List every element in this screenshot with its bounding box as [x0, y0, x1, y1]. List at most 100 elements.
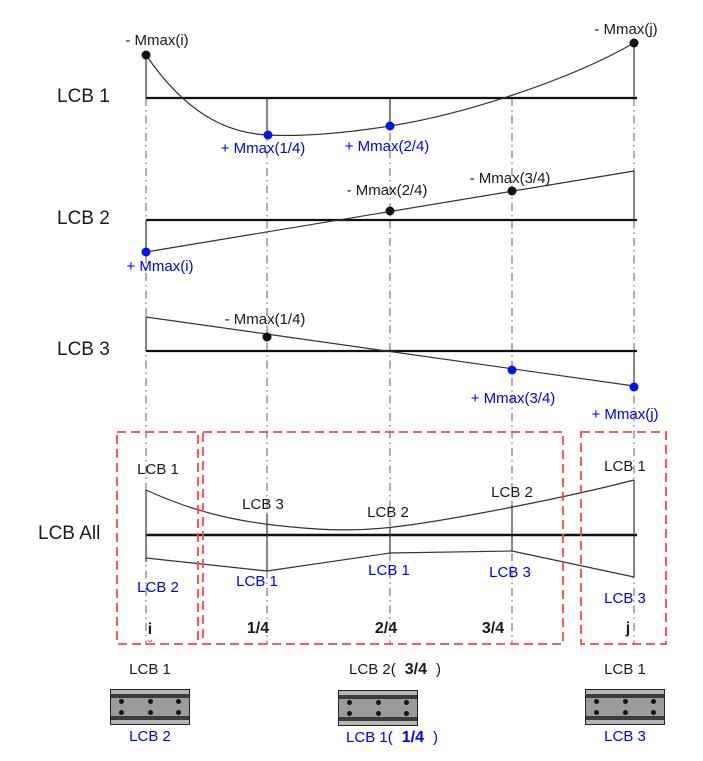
section-i-bottom-label: LCB 2 [129, 728, 171, 745]
top-rebar-row [111, 699, 189, 704]
row-label-lcb-all: LCB All [38, 523, 101, 544]
point-pos-mmax-quarter [263, 130, 273, 140]
negative-moment-points [141, 38, 639, 342]
envelope-top-curve [145, 479, 635, 531]
top-flange-band [111, 694, 189, 698]
rebar-dot [651, 699, 656, 704]
top-flange-band [339, 695, 417, 699]
annotation-neg-mmax-half: - Mmax(2/4) [346, 182, 428, 199]
lcb1-diagram [145, 42, 635, 137]
envelope-top-label-j: LCB 1 [604, 458, 646, 475]
lcb3-diagram [145, 316, 635, 387]
concrete-cover [111, 720, 189, 724]
rebar-dot [375, 711, 381, 716]
point-pos-mmax-half [385, 121, 395, 131]
position-label-i: i [147, 621, 153, 638]
envelope-bottom-label-half: LCB 1 [368, 562, 410, 579]
annotation-pos-mmax-quarter: + Mmax(1/4) [220, 140, 306, 157]
position-label-quarter: 1/4 [246, 620, 270, 637]
row-label-lcb2: LCB 2 [57, 208, 110, 229]
section-mid-top-label: LCB 2(3/4) [349, 661, 441, 679]
point-pos-mmax-j [629, 382, 639, 392]
rebar-dot [375, 700, 381, 705]
point-pos-mmax-i [141, 247, 151, 257]
concrete-cover [339, 691, 417, 695]
rebar-dot [622, 699, 628, 704]
beam-cross-section-j [585, 689, 665, 725]
point-neg-mmax-i [141, 50, 151, 60]
rebar-dot [119, 710, 124, 715]
envelope-top-label-i: LCB 1 [137, 461, 179, 478]
bottom-flange-band [339, 717, 417, 721]
point-neg-mmax-quarter [262, 332, 272, 342]
point-neg-mmax-half [385, 206, 395, 216]
envelope-bottom-label-three-quarter: LCB 3 [489, 564, 531, 581]
beam-cross-section-mid [338, 690, 418, 726]
envelope-bottom-label-quarter: LCB 1 [236, 573, 278, 590]
rebar-dot [347, 700, 352, 705]
bottom-flange-band [111, 716, 189, 720]
rebar-dot [147, 710, 153, 715]
top-rebar-row [339, 700, 417, 705]
highlight-box-j [580, 431, 667, 645]
annotation-pos-mmax-three-quarter: + Mmax(3/4) [470, 390, 556, 407]
section-core [111, 698, 189, 716]
section-mid-top-suffix: ) [435, 661, 441, 678]
section-core [586, 698, 664, 716]
concrete-cover [111, 690, 189, 694]
section-mid-top-prefix: LCB 2( [349, 661, 396, 678]
bottom-rebar-row [339, 711, 417, 716]
point-pos-mmax-three-quarter [507, 365, 517, 375]
concrete-cover [339, 721, 417, 725]
position-label-half: 2/4 [374, 620, 398, 637]
annotation-pos-mmax-half: + Mmax(2/4) [344, 138, 430, 155]
bottom-flange-band [586, 716, 664, 720]
lcb3-moment-line [145, 316, 635, 387]
position-label-three-quarter: 3/4 [481, 620, 505, 637]
annotation-neg-mmax-i: - Mmax(i) [125, 32, 189, 49]
section-j-bottom-label: LCB 3 [604, 728, 646, 745]
rebar-dot [147, 699, 153, 704]
highlight-box-middle [202, 431, 564, 645]
rebar-dot [404, 711, 409, 716]
rebar-dot [594, 710, 599, 715]
top-rebar-row [586, 699, 664, 704]
section-j-top-label: LCB 1 [604, 661, 646, 678]
rebar-dot [622, 710, 628, 715]
position-label-j: j [625, 620, 631, 637]
envelope-bottom-label-j: LCB 3 [604, 590, 646, 607]
section-mid-bottom-suffix: ) [432, 729, 438, 746]
beam-axes [146, 96, 637, 537]
envelope-top-label-quarter: LCB 3 [242, 496, 284, 513]
annotation-neg-mmax-j: - Mmax(j) [594, 21, 658, 38]
concrete-cover [586, 720, 664, 724]
section-mid-bottom-fraction: 1/4 [401, 729, 424, 746]
lcb-all-envelope [145, 479, 635, 578]
annotation-pos-mmax-i: + Mmax(i) [126, 258, 194, 275]
top-flange-band [586, 694, 664, 698]
annotation-neg-mmax-quarter: - Mmax(1/4) [224, 311, 306, 328]
rebar-dot [176, 699, 181, 704]
row-label-lcb1: LCB 1 [57, 86, 110, 107]
annotation-pos-mmax-j: + Mmax(j) [591, 406, 659, 423]
rebar-dot [594, 699, 599, 704]
point-neg-mmax-three-quarter [507, 186, 517, 196]
envelope-top-label-three-quarter: LCB 2 [491, 484, 533, 501]
annotation-neg-mmax-three-quarter: - Mmax(3/4) [469, 170, 551, 187]
lcb1-moment-curve [145, 42, 635, 137]
beam-cross-section-i [110, 689, 190, 725]
rebar-dot [347, 711, 352, 716]
envelope-top-label-half: LCB 2 [367, 504, 409, 521]
rebar-dot [119, 699, 124, 704]
section-core [339, 699, 417, 717]
row-label-lcb3: LCB 3 [57, 339, 110, 360]
positive-moment-points [141, 121, 639, 392]
rebar-dot [404, 700, 409, 705]
highlight-boxes [116, 431, 667, 645]
section-mid-bottom-label: LCB 1( 1/4) [346, 729, 438, 747]
rebar-dot [176, 710, 181, 715]
section-mid-bottom-prefix: LCB 1( [346, 729, 393, 746]
bottom-rebar-row [111, 710, 189, 715]
